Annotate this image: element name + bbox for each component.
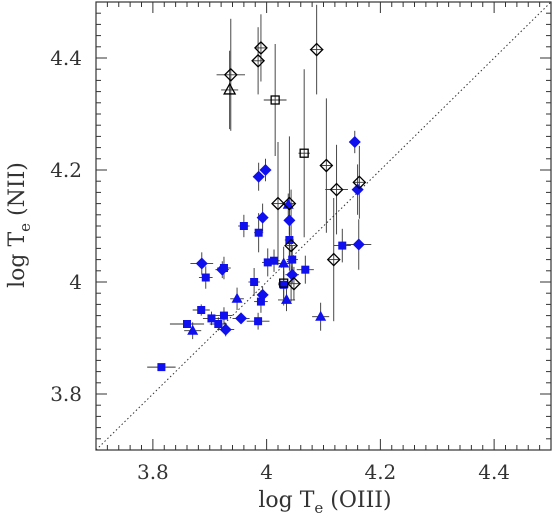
open-square-point xyxy=(270,95,280,105)
filled-triangle-point xyxy=(278,257,290,268)
filled-square-point xyxy=(157,363,166,372)
x-tick-label: 4.2 xyxy=(364,460,396,484)
filled-square-point xyxy=(254,228,263,237)
filled-triangle-point xyxy=(315,310,327,321)
filled-square-point xyxy=(239,222,248,230)
open-diamond-point xyxy=(271,196,285,211)
tick-label-layer: 3.8 4 4.2 4.4 3.8 4 4.2 4.4 xyxy=(50,46,510,484)
open-diamond-point xyxy=(287,276,301,291)
filled-square-point xyxy=(288,255,297,264)
y-tick-label: 3.8 xyxy=(50,382,82,406)
filled-diamond-point xyxy=(348,136,361,148)
open-diamond-point xyxy=(352,175,367,190)
filled-square-point xyxy=(263,258,272,267)
filled-square-point xyxy=(250,278,259,286)
tick-layer xyxy=(96,2,551,450)
filled-diamond-point xyxy=(235,312,248,325)
filled-diamond-point xyxy=(259,164,272,176)
filled-square-point xyxy=(254,317,263,326)
filled-diamond-point xyxy=(352,238,365,251)
filled-diamond-point xyxy=(256,211,269,224)
filled-triangle-point xyxy=(187,324,199,335)
filled-square-point xyxy=(214,320,223,328)
filled-diamond-point xyxy=(219,323,232,336)
filled-square-point xyxy=(183,320,191,328)
filled-diamond-point xyxy=(252,170,265,183)
filled-square-point xyxy=(301,265,310,274)
filled-square-point xyxy=(270,256,279,265)
filled-diamond-point xyxy=(283,214,296,227)
open-diamond-point xyxy=(329,182,344,197)
open-diamond-point xyxy=(282,196,297,211)
open-square-point xyxy=(299,148,309,158)
reference-line-layer xyxy=(95,1,552,451)
filled-diamond-point xyxy=(216,263,229,276)
open-diamond-point xyxy=(309,42,324,57)
open-triangle-point xyxy=(223,82,237,95)
y-axis-title: log Te (NII) xyxy=(5,162,34,288)
filled-triangle-point xyxy=(231,292,243,303)
y-tick-label: 4.2 xyxy=(50,158,82,182)
filled-square-point xyxy=(285,236,294,244)
filled-square-point xyxy=(256,297,265,306)
open-diamond-point xyxy=(326,252,341,267)
filled-diamond-point xyxy=(256,288,269,301)
marker-layer xyxy=(157,41,367,372)
x-tick-label: 3.8 xyxy=(137,460,169,484)
x-tick-label: 4.4 xyxy=(478,460,510,484)
open-diamond-point xyxy=(223,67,238,82)
filled-square-point xyxy=(338,241,347,250)
filled-square-point xyxy=(219,311,228,320)
open-diamond-point xyxy=(284,238,299,253)
filled-diamond-point xyxy=(195,257,208,270)
filled-square-point xyxy=(207,314,216,323)
filled-diamond-point xyxy=(286,268,299,281)
open-diamond-point xyxy=(251,53,266,68)
open-diamond-point xyxy=(319,158,334,173)
open-square-point xyxy=(279,278,289,288)
filled-square-point xyxy=(279,280,288,289)
x-axis-title: log Te (OIII) xyxy=(258,488,391,517)
reference-line-y-equals-x xyxy=(95,1,552,451)
x-tick-label: 4 xyxy=(260,460,273,484)
filled-square-point xyxy=(197,306,206,314)
filled-triangle-point xyxy=(281,293,293,304)
open-diamond-point xyxy=(254,41,268,55)
filled-square-point xyxy=(201,273,210,282)
y-tick-label: 4 xyxy=(69,270,82,294)
errorbar-layer xyxy=(147,4,372,370)
y-tick-label: 4.4 xyxy=(50,46,82,70)
